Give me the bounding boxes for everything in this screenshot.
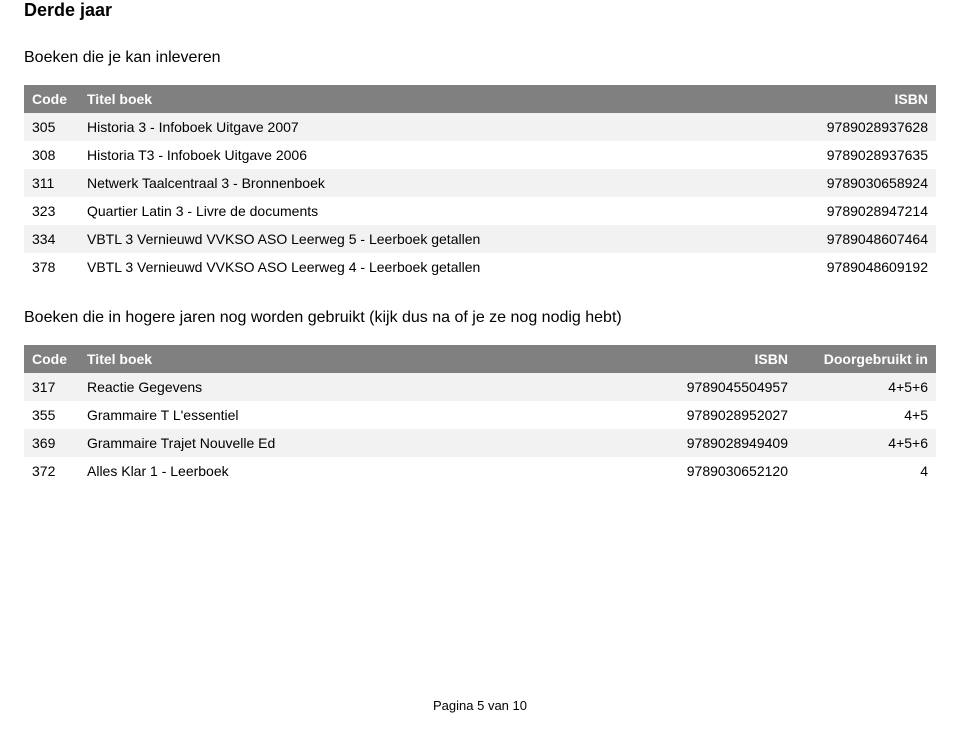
cell-isbn: 9789028952027: [616, 401, 796, 429]
cell-used-in: 4: [796, 457, 936, 485]
cell-title: VBTL 3 Vernieuwd VVKSO ASO Leerweg 5 - L…: [79, 225, 756, 253]
table-row: 369 Grammaire Trajet Nouvelle Ed 9789028…: [24, 429, 936, 457]
section-heading-return: Boeken die je kan inleveren: [24, 49, 936, 67]
cell-code: 372: [24, 457, 79, 485]
table-row: 311 Netwerk Taalcentraal 3 - Bronnenboek…: [24, 169, 936, 197]
cell-used-in: 4+5+6: [796, 429, 936, 457]
cell-title: VBTL 3 Vernieuwd VVKSO ASO Leerweg 4 - L…: [79, 253, 756, 281]
col-header-title: Titel boek: [79, 345, 616, 373]
table-row: 334 VBTL 3 Vernieuwd VVKSO ASO Leerweg 5…: [24, 225, 936, 253]
cell-isbn: 9789028949409: [616, 429, 796, 457]
cell-code: 311: [24, 169, 79, 197]
table-return-books: Code Titel boek ISBN 305 Historia 3 - In…: [24, 85, 936, 281]
table-reuse-books: Code Titel boek ISBN Doorgebruikt in 317…: [24, 345, 936, 485]
col-header-title: Titel boek: [79, 85, 756, 113]
col-header-used-in: Doorgebruikt in: [796, 345, 936, 373]
table-header-row: Code Titel boek ISBN Doorgebruikt in: [24, 345, 936, 373]
cell-used-in: 4+5+6: [796, 373, 936, 401]
col-header-isbn: ISBN: [756, 85, 936, 113]
cell-title: Netwerk Taalcentraal 3 - Bronnenboek: [79, 169, 756, 197]
cell-title: Reactie Gegevens: [79, 373, 616, 401]
cell-code: 334: [24, 225, 79, 253]
table-row: 355 Grammaire T L'essentiel 978902895202…: [24, 401, 936, 429]
table-row: 308 Historia T3 - Infoboek Uitgave 2006 …: [24, 141, 936, 169]
table-row: 323 Quartier Latin 3 - Livre de document…: [24, 197, 936, 225]
col-header-code: Code: [24, 345, 79, 373]
cell-isbn: 9789030658924: [756, 169, 936, 197]
cell-isbn: 9789028937628: [756, 113, 936, 141]
cell-isbn: 9789028937635: [756, 141, 936, 169]
cell-code: 369: [24, 429, 79, 457]
cell-code: 308: [24, 141, 79, 169]
cell-code: 305: [24, 113, 79, 141]
cell-title: Grammaire Trajet Nouvelle Ed: [79, 429, 616, 457]
cell-code: 317: [24, 373, 79, 401]
page-footer: Pagina 5 van 10: [0, 698, 960, 713]
table-header-row: Code Titel boek ISBN: [24, 85, 936, 113]
table-row: 305 Historia 3 - Infoboek Uitgave 2007 9…: [24, 113, 936, 141]
cell-code: 323: [24, 197, 79, 225]
cell-code: 378: [24, 253, 79, 281]
col-header-code: Code: [24, 85, 79, 113]
cell-isbn: 9789048609192: [756, 253, 936, 281]
table-row: 378 VBTL 3 Vernieuwd VVKSO ASO Leerweg 4…: [24, 253, 936, 281]
col-header-isbn: ISBN: [616, 345, 796, 373]
cell-isbn: 9789028947214: [756, 197, 936, 225]
cell-title: Historia T3 - Infoboek Uitgave 2006: [79, 141, 756, 169]
cell-used-in: 4+5: [796, 401, 936, 429]
cell-title: Grammaire T L'essentiel: [79, 401, 616, 429]
table-row: 372 Alles Klar 1 - Leerboek 978903065212…: [24, 457, 936, 485]
cell-title: Quartier Latin 3 - Livre de documents: [79, 197, 756, 225]
cell-title: Historia 3 - Infoboek Uitgave 2007: [79, 113, 756, 141]
page-title: Derde jaar: [24, 0, 936, 21]
cell-isbn: 9789030652120: [616, 457, 796, 485]
cell-isbn: 9789045504957: [616, 373, 796, 401]
table-row: 317 Reactie Gegevens 9789045504957 4+5+6: [24, 373, 936, 401]
section-heading-reuse: Boeken die in hogere jaren nog worden ge…: [24, 309, 936, 327]
cell-isbn: 9789048607464: [756, 225, 936, 253]
cell-title: Alles Klar 1 - Leerboek: [79, 457, 616, 485]
cell-code: 355: [24, 401, 79, 429]
